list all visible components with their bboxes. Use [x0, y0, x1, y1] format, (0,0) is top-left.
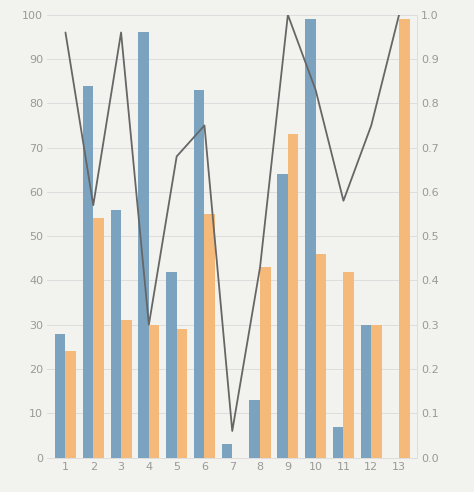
- Bar: [82, 86, 93, 458]
- Bar: [316, 254, 326, 458]
- Bar: [288, 134, 299, 458]
- Bar: [166, 272, 177, 458]
- Bar: [65, 351, 76, 458]
- Bar: [121, 320, 132, 458]
- Bar: [361, 325, 371, 458]
- Bar: [249, 400, 260, 458]
- Bar: [149, 325, 159, 458]
- Bar: [138, 32, 149, 458]
- Bar: [110, 210, 121, 458]
- Bar: [55, 334, 65, 458]
- Bar: [222, 444, 232, 458]
- Bar: [93, 218, 104, 458]
- Bar: [204, 214, 215, 458]
- Bar: [194, 90, 204, 458]
- Bar: [177, 329, 187, 458]
- Bar: [305, 19, 316, 458]
- Bar: [371, 325, 382, 458]
- Bar: [344, 272, 354, 458]
- Bar: [399, 19, 410, 458]
- Bar: [260, 267, 271, 458]
- Bar: [333, 427, 344, 458]
- Bar: [277, 174, 288, 458]
